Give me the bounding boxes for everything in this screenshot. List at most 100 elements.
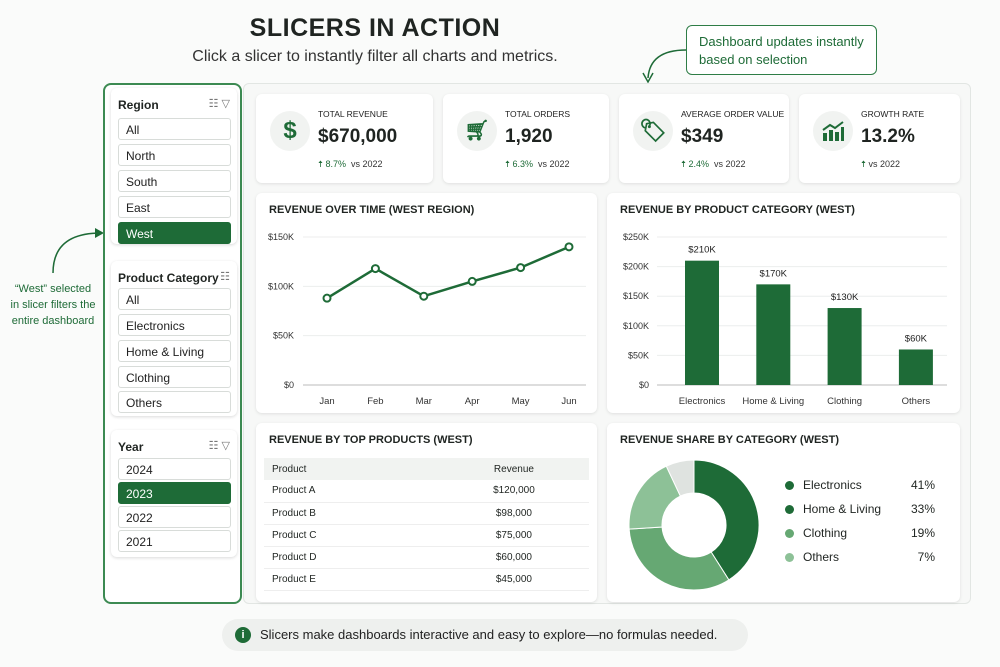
data-point xyxy=(322,293,332,303)
cell-product: Product D xyxy=(264,546,431,569)
kpi-total-revenue: $ TOTAL REVENUE $670,000 🠅 8.7% vs 2022 xyxy=(256,94,433,183)
kpi-change: 🠅 6.3% vs 2022 xyxy=(505,157,570,173)
slicer-title: Year xyxy=(118,440,144,454)
slicer-year: Year ☷ ▽ 2024 2023 2022 2021 xyxy=(111,430,237,557)
table-row: Product D $60,000 xyxy=(264,546,589,569)
data-point xyxy=(564,242,574,252)
slicer-item-all[interactable]: All xyxy=(118,118,231,140)
legend-value: 19% xyxy=(910,526,935,540)
kpi-value: $670,000 xyxy=(318,126,398,147)
x-tick-label: Apr xyxy=(465,396,480,407)
bar xyxy=(898,349,933,385)
slicer-item-home-living[interactable]: Home & Living xyxy=(118,340,231,362)
kpi-value: 13.2% xyxy=(861,126,915,147)
slicer-title: Product Category xyxy=(118,271,219,285)
legend-label: Clothing xyxy=(803,526,848,540)
slicer-item-north[interactable]: North xyxy=(118,144,231,166)
donut-slice xyxy=(665,459,695,497)
kpi-label: TOTAL REVENUE xyxy=(318,109,388,119)
table-row: Product E $45,000 xyxy=(264,568,589,591)
y-tick-label: $0 xyxy=(639,380,649,390)
top-products-table: Product Revenue Product A $120,000 Product… xyxy=(264,458,589,591)
x-tick-label: Jun xyxy=(561,396,576,407)
slicer-item-west[interactable]: West xyxy=(118,222,231,244)
kpi-total-orders: 🛒︎ TOTAL ORDERS 1,920 🠅 6.3% vs 2022 xyxy=(443,94,609,183)
footer-text: Slicers make dashboards interactive and … xyxy=(260,627,718,642)
column-header-revenue[interactable]: Revenue xyxy=(430,458,589,480)
slicer-item-2021[interactable]: 2021 xyxy=(118,530,231,552)
clear-filter-icon[interactable]: ▽ xyxy=(221,440,230,452)
slicer-item-clothing[interactable]: Clothing xyxy=(118,366,231,388)
clear-filter-icon[interactable]: ▽ xyxy=(221,98,230,110)
series-line xyxy=(326,245,570,300)
legend-dot-icon xyxy=(785,553,794,562)
cell-product: Product B xyxy=(264,502,431,525)
up-arrow-icon: 🠅 xyxy=(505,159,510,169)
kpi-average-order-value: 🏷︎ AVERAGE ORDER VALUE $349 🠅 2.4% vs 20… xyxy=(619,94,789,183)
annotation-text: “West” selected in slicer filters the en… xyxy=(10,283,96,327)
kpi-change: 🠅 vs 2022 xyxy=(861,157,900,173)
legend-item: Home & Living 33% xyxy=(785,502,935,518)
legend-label: Others xyxy=(803,550,840,564)
data-point xyxy=(467,276,477,286)
data-point xyxy=(419,291,429,301)
data-label: $170K xyxy=(760,268,788,279)
data-label: $130K xyxy=(831,292,859,303)
cart-icon: 🛒︎ xyxy=(457,111,497,151)
legend-value: 7% xyxy=(917,550,935,564)
multi-select-icon[interactable]: ☷ xyxy=(208,98,219,110)
slicer-region: Region ☷ ▽ All North South East West xyxy=(111,88,237,244)
kpi-label: GROWTH RATE xyxy=(861,109,925,119)
kpi-compare: vs 2022 xyxy=(713,159,746,169)
cell-revenue: $120,000 xyxy=(430,480,589,503)
legend-dot-icon xyxy=(785,505,794,514)
kpi-value: 1,920 xyxy=(505,126,553,147)
legend-item: Electronics 41% xyxy=(785,478,935,494)
x-tick-label: Home & Living xyxy=(742,396,804,407)
x-tick-label: Jan xyxy=(319,396,334,407)
slicer-item-2023[interactable]: 2023 xyxy=(118,482,231,504)
x-tick-label: Feb xyxy=(367,396,383,407)
kpi-change-value: 6.3% xyxy=(512,159,533,169)
bar-chart-card: REVENUE BY PRODUCT CATEGORY (WEST) $0 $50… xyxy=(607,193,960,413)
y-tick-label: $50K xyxy=(273,331,294,341)
legend-value: 33% xyxy=(910,502,935,516)
bar xyxy=(685,260,719,385)
slicer-item-east[interactable]: East xyxy=(118,196,231,218)
legend-dot-icon xyxy=(785,529,794,538)
line-chart: $0 $50K $100K $150K Jan Feb Mar Apr May Jun xyxy=(268,232,586,407)
chart-title: REVENUE OVER TIME (WEST REGION) xyxy=(269,204,475,216)
data-label: $210K xyxy=(688,245,716,256)
chart-title: REVENUE SHARE BY CATEGORY (WEST) xyxy=(620,434,840,446)
x-tick-label: May xyxy=(512,396,530,407)
data-point xyxy=(516,263,526,273)
kpi-growth-rate: GROWTH RATE 13.2% 🠅 vs 2022 xyxy=(799,94,960,183)
slicer-item-electronics[interactable]: Electronics xyxy=(118,314,231,336)
legend-item: Clothing 19% xyxy=(785,526,935,542)
page-subtitle: Click a slicer to instantly filter all c… xyxy=(192,48,558,65)
up-arrow-icon: 🠅 xyxy=(318,159,323,169)
kpi-change-value: 2.4% xyxy=(688,159,709,169)
kpi-value: $349 xyxy=(681,126,724,147)
slicer-item-2022[interactable]: 2022 xyxy=(118,506,231,528)
multi-select-icon[interactable]: ☷ xyxy=(208,440,219,452)
growth-chart-icon xyxy=(813,111,853,151)
x-tick-label: Mar xyxy=(416,396,432,407)
slicer-item-2024[interactable]: 2024 xyxy=(118,458,231,480)
page-title: SLICERS IN ACTION xyxy=(249,14,501,42)
slicer-item-south[interactable]: South xyxy=(118,170,231,192)
kpi-compare: vs 2022 xyxy=(868,159,900,169)
x-tick-label: Electronics xyxy=(679,396,726,407)
slicer-panel: Region ☷ ▽ All North South East West Pro… xyxy=(103,83,242,604)
bar xyxy=(827,308,862,385)
kpi-label: TOTAL ORDERS xyxy=(505,109,571,119)
kpi-change-value: 8.7% xyxy=(325,159,346,169)
column-header-product[interactable]: Product xyxy=(264,458,431,480)
up-arrow-icon: 🠅 xyxy=(681,159,686,169)
slicer-item-others[interactable]: Others xyxy=(118,391,231,413)
legend-item: Others 7% xyxy=(785,550,935,566)
kpi-label: AVERAGE ORDER VALUE xyxy=(681,109,785,119)
slicer-item-all[interactable]: All xyxy=(118,288,231,310)
multi-select-icon[interactable]: ☷ xyxy=(220,271,230,283)
cell-product: Product E xyxy=(264,568,431,591)
